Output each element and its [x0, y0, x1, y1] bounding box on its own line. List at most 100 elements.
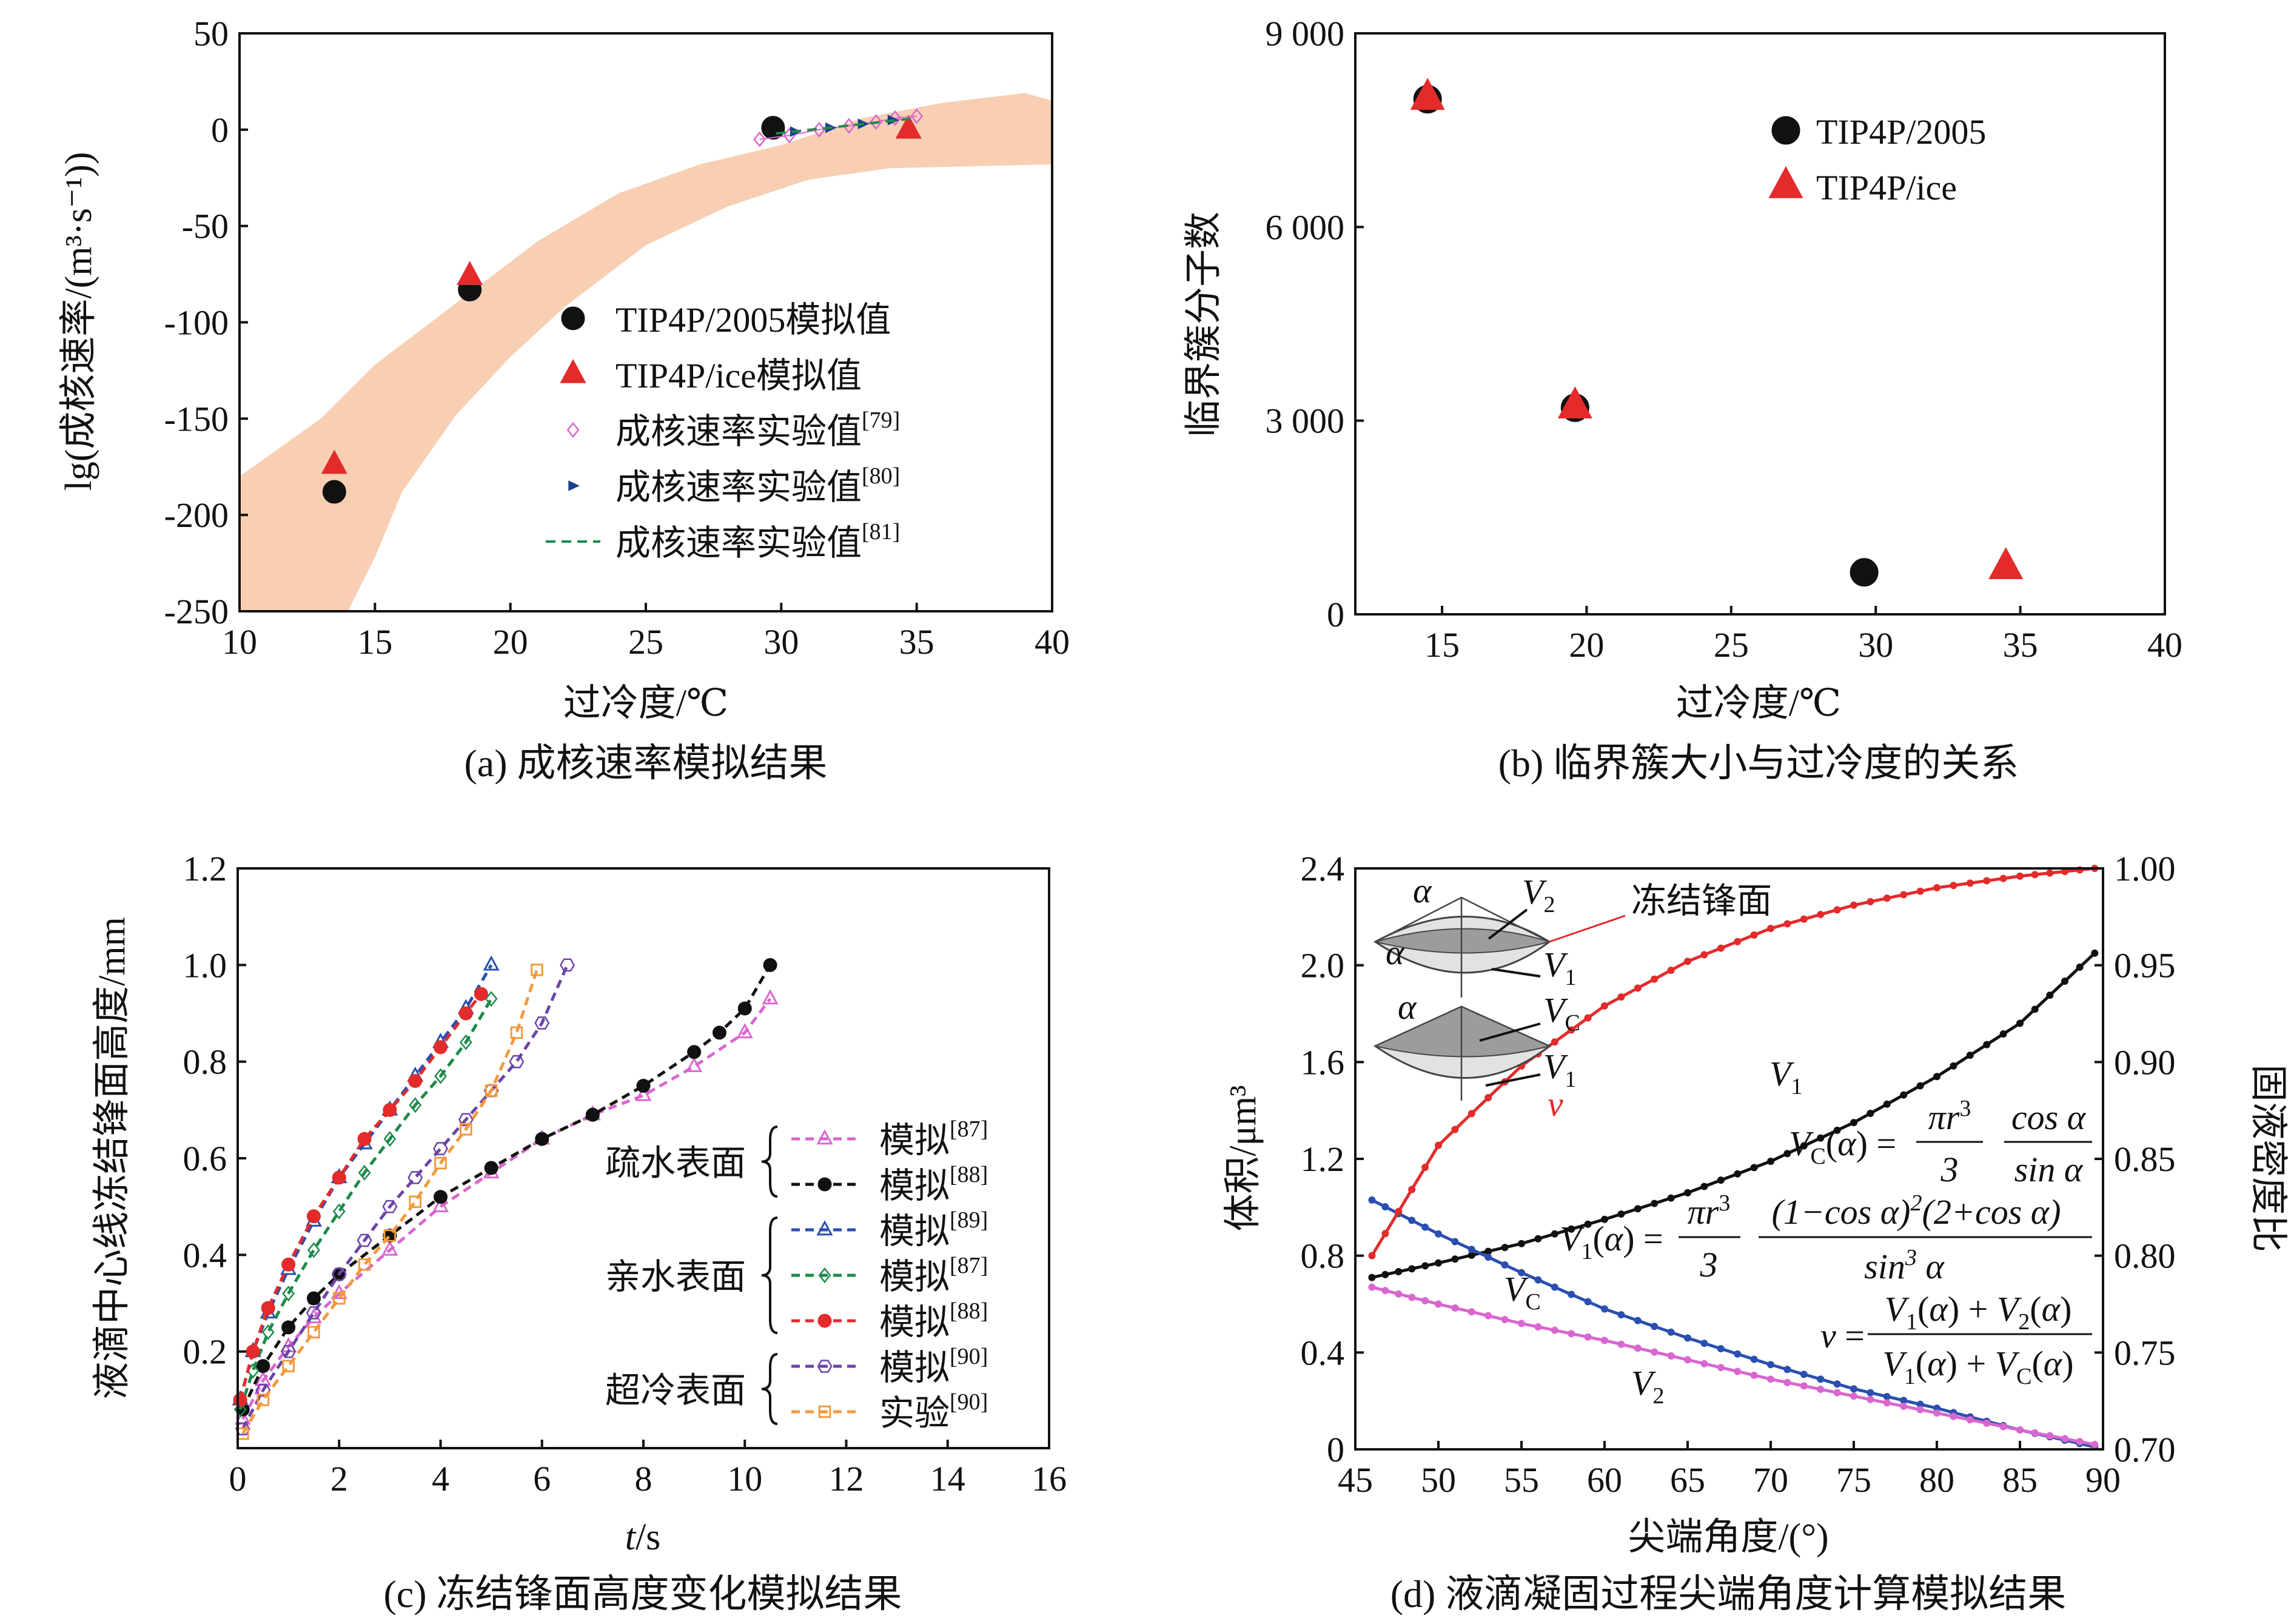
data-point: [1421, 1262, 1429, 1270]
data-point: [1800, 1382, 1808, 1390]
data-point: [1684, 958, 1691, 965]
svg-text:V1(α) =: V1(α) =: [1560, 1219, 1663, 1264]
data-point: [1767, 924, 1774, 932]
x-tick-label: 0: [229, 1459, 247, 1498]
data-point: [383, 1229, 397, 1242]
y-axis-label: lg(成核速率/(m³·s⁻¹)): [58, 152, 99, 491]
data-point: [1451, 1126, 1459, 1133]
data-point: [457, 261, 483, 286]
data-point: [307, 1242, 320, 1258]
data-point: [1408, 1293, 1416, 1301]
data-point: [2076, 963, 2084, 971]
x-tick-label: 12: [829, 1459, 864, 1498]
data-point: [1783, 920, 1791, 928]
data-point: [1368, 1283, 1376, 1291]
data-point: [1900, 1091, 1908, 1099]
x-tick-label: 70: [1753, 1460, 1788, 1500]
data-point: [255, 1371, 272, 1386]
data-point: [1451, 1255, 1459, 1263]
data-point: [1568, 1225, 1575, 1233]
x-tick-label: 8: [635, 1459, 652, 1498]
x-tick-label: 15: [357, 622, 392, 662]
x-tick-label: 4: [432, 1459, 449, 1498]
y-tick-label: -50: [182, 207, 229, 246]
series-line: [759, 115, 917, 140]
data-point: [763, 958, 777, 972]
legend-label: 模拟[89]: [879, 1207, 988, 1251]
legend-label: 模拟[90]: [879, 1344, 988, 1387]
data-point: [408, 1171, 423, 1184]
data-point: [1867, 1389, 1874, 1397]
data-point: [1667, 1328, 1675, 1336]
data-point: [2031, 871, 2039, 879]
data-point: [1750, 1164, 1758, 1172]
data-point: [1408, 1265, 1416, 1273]
y-tick-label: 1.6: [1301, 1042, 1345, 1082]
x-tick-label: 16: [1031, 1459, 1067, 1498]
group-brace: [761, 1126, 778, 1198]
data-point: [1850, 901, 1857, 909]
data-point: [1767, 1361, 1774, 1369]
data-point: [1684, 1334, 1691, 1342]
curve-label-v1: V1: [1769, 1054, 1802, 1099]
legend-marker: [817, 1314, 832, 1328]
data-point: [1817, 911, 1825, 919]
data-point: [408, 1074, 423, 1089]
x-tick-label: 50: [1421, 1460, 1456, 1500]
data-point: [484, 1161, 498, 1175]
data-point: [910, 108, 924, 124]
data-point: [1381, 1230, 1389, 1238]
data-point: [307, 1326, 320, 1339]
legend-marker: [816, 1129, 833, 1145]
data-point: [1883, 1100, 1891, 1108]
y-tick-label: 0: [1327, 1430, 1344, 1469]
data-point: [1966, 1052, 1974, 1059]
data-point: [434, 1040, 448, 1055]
svg-text:V1(α) + V2(α): V1(α) + V2(α): [1885, 1289, 2072, 1335]
data-point: [409, 1195, 421, 1209]
legend-marker: [1768, 166, 1803, 198]
group-label: 超冷表面: [605, 1371, 746, 1411]
x-axis-label: t/s: [625, 1517, 661, 1558]
data-point: [306, 1291, 321, 1306]
data-point: [1966, 879, 1974, 887]
data-point: [1916, 1406, 1924, 1414]
data-point: [1381, 1203, 1389, 1211]
data-point: [322, 480, 346, 504]
x-tick-label: 40: [1035, 622, 1070, 662]
data-point: [1617, 993, 1625, 1001]
x-tick-label: 14: [930, 1459, 965, 1498]
data-point: [1617, 1210, 1625, 1218]
legend-marker: [568, 480, 580, 491]
data-point: [1850, 1119, 1857, 1127]
data-point: [1584, 1220, 1592, 1228]
data-point: [1950, 882, 1957, 890]
data-point: [1601, 1002, 1608, 1010]
data-point: [753, 131, 766, 147]
data-point: [888, 110, 902, 126]
data-point: [534, 1016, 550, 1030]
data-point: [1435, 1300, 1442, 1308]
data-point: [1368, 1273, 1376, 1281]
plot-area-c: [232, 955, 779, 1440]
data-point: [1734, 938, 1742, 945]
group-brace: [761, 1216, 778, 1334]
x-axis-label: 过冷度/℃: [563, 683, 729, 724]
x-tick-label: 85: [2002, 1460, 2038, 1500]
data-point: [1468, 1246, 1475, 1253]
data-point: [1435, 1230, 1442, 1238]
caption-b: (b) 临界簇大小与过冷度的关系: [1498, 742, 2019, 785]
x-tick-label: 25: [628, 622, 663, 662]
group-label: 亲水表面: [605, 1257, 746, 1297]
data-point: [1634, 984, 1642, 992]
data-point: [1734, 1367, 1742, 1375]
data-point: [1833, 1380, 1841, 1388]
data-point: [382, 1200, 398, 1213]
data-point: [1750, 1355, 1758, 1363]
y-tick-label: 0.2: [183, 1332, 227, 1372]
svg-text:πr3: πr3: [1688, 1190, 1731, 1232]
data-point: [434, 1068, 447, 1084]
data-point: [1395, 1290, 1403, 1298]
svg-text:cos α: cos α: [2011, 1098, 2087, 1137]
